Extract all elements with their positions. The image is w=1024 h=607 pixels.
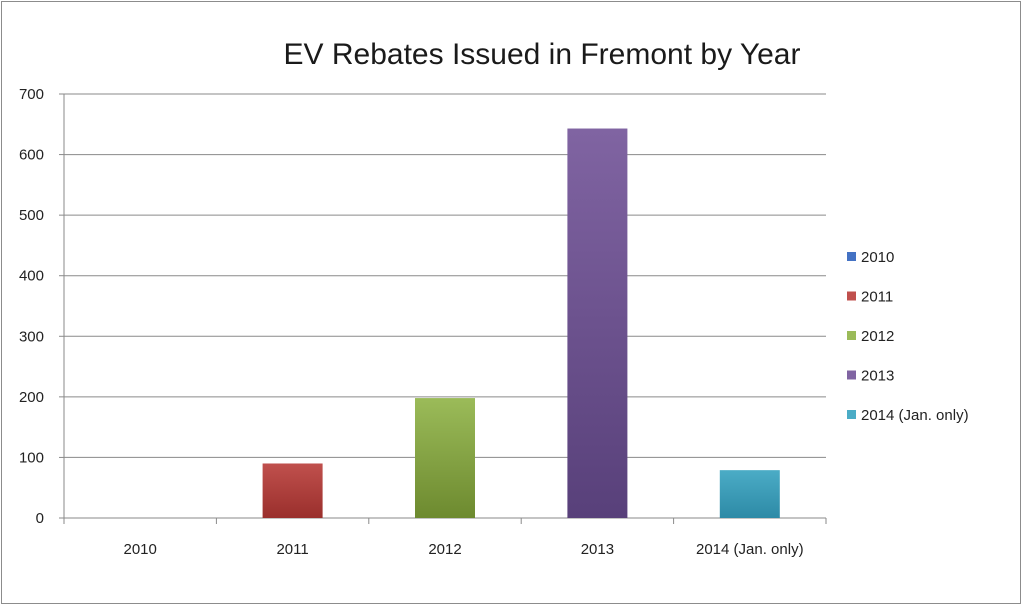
legend-label: 2011 (861, 289, 893, 306)
legend-label: 2010 (861, 249, 894, 266)
x-tick-label: 2014 (Jan. only) (696, 541, 804, 558)
chart-title: EV Rebates Issued in Fremont by Year (284, 38, 801, 71)
gridlines (64, 93, 826, 458)
legend-label: 2012 (861, 328, 894, 345)
bar-2013 (567, 128, 628, 519)
bar-2011 (262, 463, 323, 518)
x-tick-label: 2011 (276, 541, 308, 558)
y-tick-label: 500 (19, 207, 44, 224)
y-tick-label: 400 (19, 268, 44, 285)
legend-swatch (847, 331, 856, 340)
bars (262, 128, 780, 519)
y-tick-label: 600 (19, 147, 44, 164)
y-tick-label: 200 (19, 389, 44, 406)
bar-2014 (719, 470, 780, 518)
legend-swatch (847, 370, 856, 380)
x-tick-label: 2010 (124, 541, 157, 558)
axes: 0 100 200 300 400 500 600 700 2010 2011 2012 2013 20… (19, 86, 827, 558)
bar-2012 (415, 398, 475, 518)
legend-swatch (847, 410, 856, 419)
legend: 2010 2011 2012 2013 2014 (Jan. only) (847, 249, 969, 424)
y-tick-label: 100 (19, 449, 44, 466)
legend-swatch (847, 252, 856, 261)
legend-swatch (847, 291, 856, 301)
y-tick-label: 300 (19, 328, 44, 345)
y-tick-label: 700 (19, 86, 44, 103)
x-tick-label: 2013 (581, 541, 614, 558)
legend-label: 2013 (861, 368, 894, 385)
legend-label: 2014 (Jan. only) (861, 407, 969, 424)
y-tick-label: 0 (36, 510, 44, 527)
x-tick-label: 2012 (428, 541, 461, 558)
